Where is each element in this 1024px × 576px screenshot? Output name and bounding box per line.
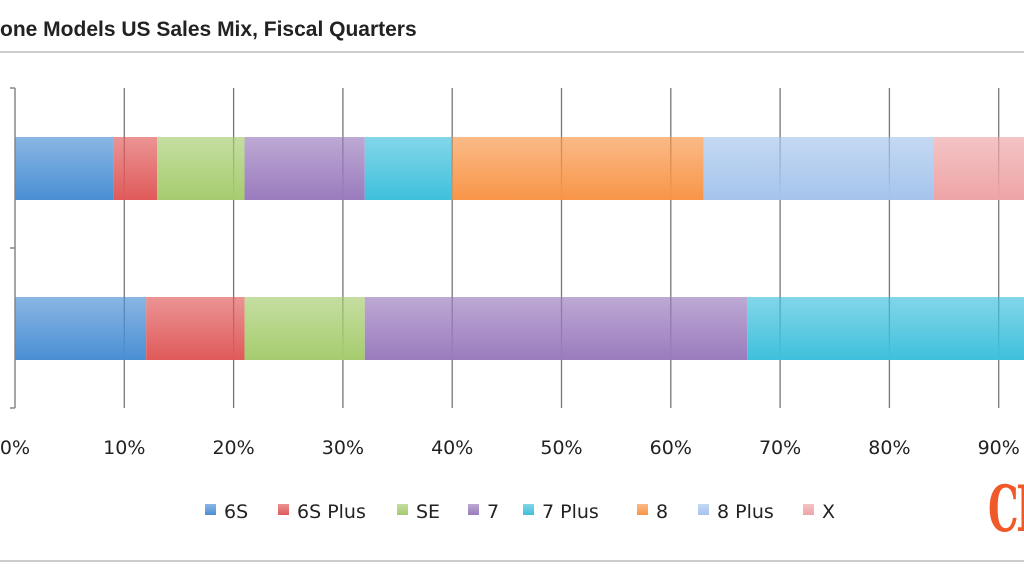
x-tick-label: 70% bbox=[759, 437, 801, 459]
legend-marker-x bbox=[803, 504, 814, 515]
legend-label: 8 bbox=[656, 501, 668, 523]
bar-segment-7-plus bbox=[364, 137, 453, 200]
x-tick-label: 40% bbox=[431, 437, 473, 459]
x-tick-label: 80% bbox=[868, 437, 910, 459]
legend-label: 6S Plus bbox=[297, 501, 366, 523]
legend-marker-6s bbox=[205, 504, 216, 515]
bar-segment-8-plus bbox=[703, 137, 934, 200]
legend-marker-6s-plus bbox=[278, 504, 289, 515]
publisher-logo: CI bbox=[988, 472, 1024, 547]
legend-label: 7 bbox=[487, 501, 499, 523]
bar-segment-6s-plus bbox=[146, 297, 245, 360]
x-tick-label: 90% bbox=[978, 437, 1020, 459]
x-tick-label: 60% bbox=[650, 437, 692, 459]
bar-segment-8 bbox=[452, 137, 704, 200]
bar-segment-6s bbox=[15, 137, 114, 200]
legend-marker-se bbox=[397, 504, 408, 515]
bar-segment-6s bbox=[15, 297, 147, 360]
legend-marker-8-plus bbox=[698, 504, 709, 515]
bar-segment-se bbox=[157, 137, 245, 200]
x-tick-label: 30% bbox=[322, 437, 364, 459]
legend-label: 8 Plus bbox=[717, 501, 774, 523]
bar-segment-6s-plus bbox=[113, 137, 158, 200]
x-tick-label: 50% bbox=[540, 437, 582, 459]
legend-label: 6S bbox=[224, 501, 248, 523]
chart-title: one Models US Sales Mix, Fiscal Quarters bbox=[0, 18, 417, 41]
bar-segment-7 bbox=[244, 137, 365, 200]
bar-segment-se bbox=[244, 297, 365, 360]
legend-label: X bbox=[822, 501, 835, 523]
legend-marker-8 bbox=[637, 504, 648, 515]
bar-segment-7-plus bbox=[747, 297, 1024, 360]
x-tick-label: 0% bbox=[0, 437, 30, 459]
legend-marker-7-plus bbox=[523, 504, 534, 515]
legend-marker-7 bbox=[468, 504, 479, 515]
x-tick-label: 10% bbox=[103, 437, 145, 459]
x-tick-label: 20% bbox=[212, 437, 254, 459]
bar-segment-x bbox=[933, 137, 1024, 200]
bar-segment-7 bbox=[364, 297, 748, 360]
legend-label: 7 Plus bbox=[542, 501, 599, 523]
legend-label: SE bbox=[416, 501, 440, 523]
